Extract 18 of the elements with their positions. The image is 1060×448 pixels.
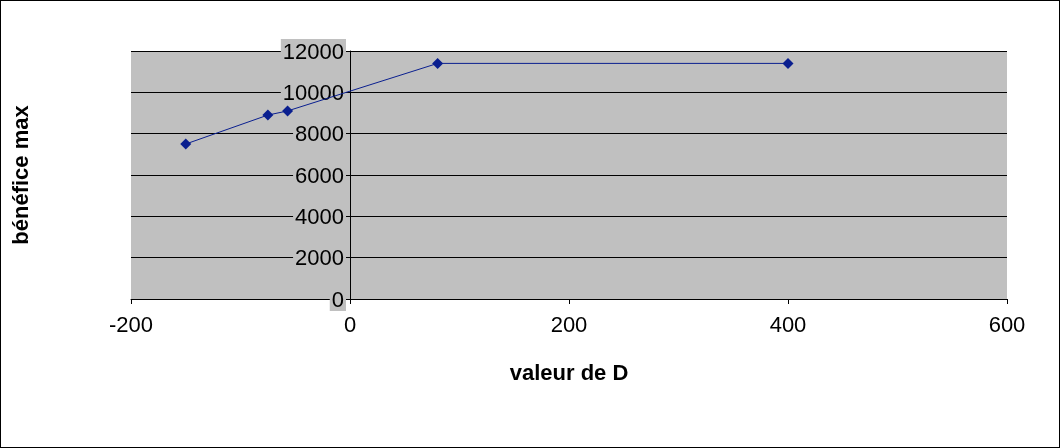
x-tick-label: 600 — [988, 311, 1026, 337]
y-tick-label: 6000 — [295, 162, 344, 188]
x-tick-label: 400 — [769, 311, 807, 337]
y-tick-label: 12000 — [282, 38, 344, 64]
x-tick-label: 200 — [550, 311, 588, 337]
point — [432, 57, 444, 69]
y-tick-label: 4000 — [295, 203, 344, 229]
y-tick-label: 2000 — [295, 245, 344, 271]
x-tick-label: -200 — [108, 311, 154, 337]
y-tick-label: 0 — [331, 286, 344, 312]
y-axis-title: bénéfice max — [7, 104, 33, 245]
point — [180, 138, 192, 150]
y-tick-label: 10000 — [282, 79, 344, 105]
x-axis-title: valeur de D — [509, 359, 629, 385]
point — [282, 105, 294, 117]
y-tick-label: 8000 — [295, 121, 344, 147]
point — [262, 109, 274, 121]
point — [782, 57, 794, 69]
